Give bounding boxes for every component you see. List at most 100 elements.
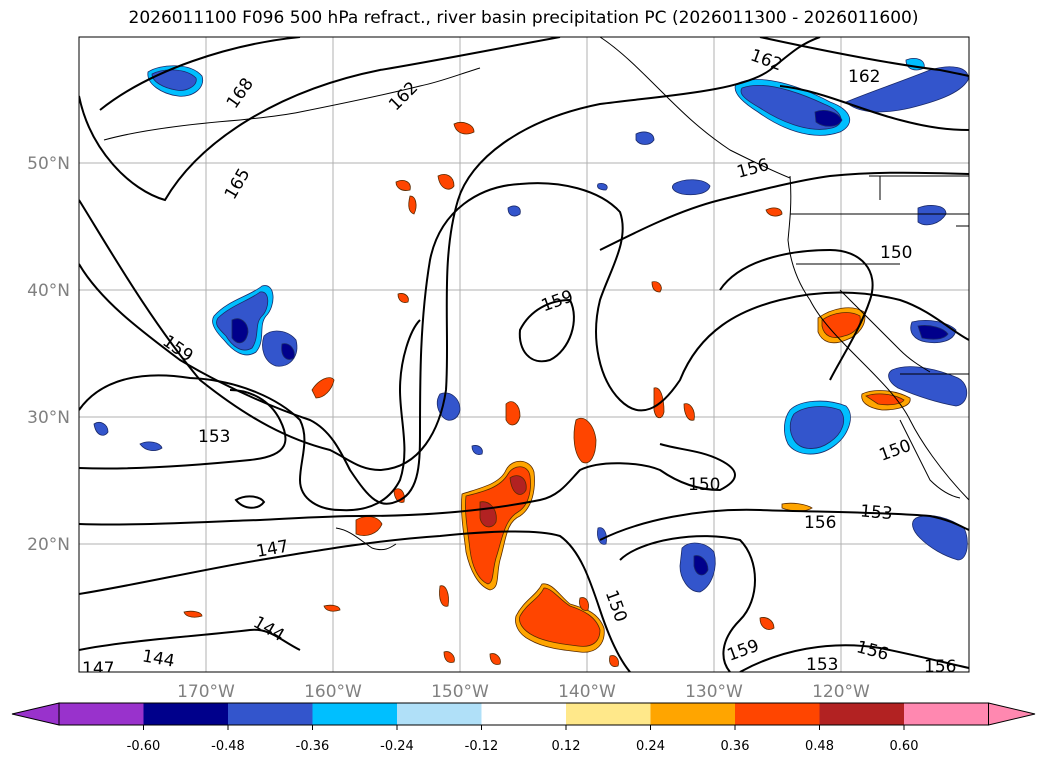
contour-label: 162: [848, 67, 880, 87]
contour-line: [79, 319, 421, 512]
colorbar-segment: [397, 703, 482, 725]
colorbar-low-extension: [11, 702, 60, 726]
coastline: [899, 419, 961, 499]
colorbar-tick-label: 0.48: [805, 739, 834, 754]
precip-blob: [93, 422, 109, 436]
colorbar-tick-label: -0.48: [211, 739, 245, 754]
contour-line: [759, 37, 969, 77]
contour-line: [79, 530, 631, 672]
precip-blob: [651, 281, 662, 293]
colorbar-segment: [312, 703, 397, 725]
longitude-label: 160°W: [304, 682, 362, 702]
latitude-label: 20°N: [27, 535, 70, 555]
colorbar-tick-label: -0.60: [127, 739, 161, 754]
colorbar-segment: [228, 703, 313, 725]
colorbar-tick-label: 0.12: [552, 739, 581, 754]
precip-blob: [519, 587, 601, 647]
contour-label: 153: [859, 501, 893, 524]
precip-blob: [781, 502, 813, 512]
colorbar-segment: [735, 703, 820, 725]
precip-blob: [437, 174, 455, 190]
coastline: [599, 37, 791, 179]
contour-label: 150: [880, 243, 912, 263]
precip-blob: [311, 377, 335, 399]
contour-label: 156: [924, 657, 956, 677]
contour-line: [779, 85, 969, 131]
precip-blob: [408, 195, 417, 215]
latitude-label: 50°N: [27, 154, 70, 174]
coastline: [787, 175, 969, 501]
precip-blob: [395, 180, 411, 191]
colorbar-segment: [59, 703, 144, 725]
precip-blob: [609, 655, 619, 667]
latitude-labels: 50°N 40°N 30°N 20°N: [27, 154, 70, 555]
colorbar-segment: [650, 703, 735, 725]
coastline: [103, 67, 481, 141]
map-title: 2026011100 F096 500 hPa refract., river …: [128, 8, 919, 28]
precip-blob: [789, 406, 844, 449]
precip-blob: [505, 401, 521, 426]
contour-line: [234, 495, 266, 509]
longitude-label: 140°W: [558, 682, 616, 702]
colorbar-tick-label: -0.36: [296, 739, 330, 754]
precip-positive-areas: [183, 122, 911, 667]
contour-line: [599, 508, 969, 541]
precip-blob: [821, 312, 861, 338]
longitude-label: 130°W: [685, 682, 743, 702]
contour-line: [739, 644, 969, 672]
precip-blob: [693, 555, 709, 576]
contour-line: [518, 298, 575, 363]
contour-line: [599, 171, 969, 251]
contour-line: [79, 37, 561, 202]
contour-line: [99, 37, 301, 111]
precip-blob: [672, 179, 711, 196]
precip-blob: [439, 585, 449, 607]
precip-blob: [436, 392, 461, 421]
map-panel: 168 165 162 162 162 159 159 159 156 156 …: [78, 36, 970, 677]
longitude-label: 170°W: [177, 682, 235, 702]
longitude-label: 150°W: [431, 682, 489, 702]
precip-blob: [683, 403, 695, 421]
precip-blob: [597, 183, 608, 191]
precip-blob: [489, 653, 501, 665]
colorbar-frame: [58, 702, 989, 726]
precip-blob: [507, 205, 521, 217]
latitude-label: 40°N: [27, 281, 70, 301]
latitude-label: 30°N: [27, 408, 70, 428]
colorbar-high-extension: [988, 702, 1036, 726]
contour-line: [719, 248, 874, 381]
colorbar-tick-label: 0.36: [721, 739, 750, 754]
contour-line: [79, 628, 301, 651]
contour-line: [79, 182, 969, 505]
precip-blob: [323, 604, 341, 612]
map-frame: [78, 36, 970, 673]
colorbar-tick-label: 0.24: [636, 739, 665, 754]
contour-line: [79, 37, 821, 472]
precip-blob: [917, 325, 949, 340]
precip-blob: [635, 131, 655, 145]
colorbar-tick-label: -0.12: [465, 739, 499, 754]
coastlines: [103, 37, 969, 551]
colorbar-tick-label: 0.60: [890, 739, 919, 754]
contour-line: [619, 535, 756, 672]
precip-blob: [471, 445, 483, 455]
height-contours: [79, 37, 969, 672]
precip-negative-areas: [93, 58, 969, 593]
precip-blob: [139, 441, 163, 452]
longitude-labels: 170°W 160°W 150°W 140°W 130°W 120°W: [177, 682, 870, 702]
state-border: [839, 289, 931, 373]
precip-blob: [443, 651, 455, 663]
colorbar-tick-label: -0.24: [380, 739, 414, 754]
precip-blob: [765, 207, 783, 217]
colorbar-segment: [566, 703, 651, 725]
contour-label: 153: [198, 427, 230, 447]
precip-blob: [231, 318, 249, 344]
precip-blob: [453, 122, 475, 135]
precip-blob: [183, 610, 203, 618]
contour-line: [79, 389, 287, 470]
precip-blob: [579, 597, 589, 611]
coastline: [335, 527, 397, 551]
precip-blob: [814, 110, 843, 127]
contour-label: 150: [688, 475, 720, 495]
